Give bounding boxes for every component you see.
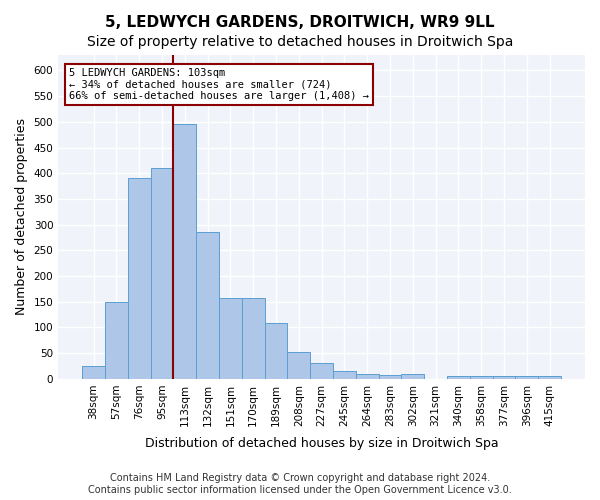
Bar xyxy=(447,376,470,379)
Text: 5, LEDWYCH GARDENS, DROITWICH, WR9 9LL: 5, LEDWYCH GARDENS, DROITWICH, WR9 9LL xyxy=(105,15,495,30)
Bar xyxy=(196,232,219,379)
Bar xyxy=(356,374,379,379)
Bar xyxy=(310,364,333,379)
X-axis label: Distribution of detached houses by size in Droitwich Spa: Distribution of detached houses by size … xyxy=(145,437,499,450)
Bar xyxy=(401,374,424,379)
Bar xyxy=(151,168,173,379)
Y-axis label: Number of detached properties: Number of detached properties xyxy=(15,118,28,316)
Text: Size of property relative to detached houses in Droitwich Spa: Size of property relative to detached ho… xyxy=(87,35,513,49)
Bar xyxy=(242,298,265,379)
Bar xyxy=(82,366,105,379)
Bar xyxy=(515,376,538,379)
Bar xyxy=(379,375,401,379)
Bar xyxy=(105,302,128,379)
Bar xyxy=(265,324,287,379)
Text: 5 LEDWYCH GARDENS: 103sqm
← 34% of detached houses are smaller (724)
66% of semi: 5 LEDWYCH GARDENS: 103sqm ← 34% of detac… xyxy=(69,68,369,101)
Bar xyxy=(493,376,515,379)
Bar xyxy=(333,371,356,379)
Bar xyxy=(538,376,561,379)
Text: Contains HM Land Registry data © Crown copyright and database right 2024.
Contai: Contains HM Land Registry data © Crown c… xyxy=(88,474,512,495)
Bar xyxy=(173,124,196,379)
Bar xyxy=(470,376,493,379)
Bar xyxy=(128,178,151,379)
Bar xyxy=(287,352,310,379)
Bar xyxy=(219,298,242,379)
